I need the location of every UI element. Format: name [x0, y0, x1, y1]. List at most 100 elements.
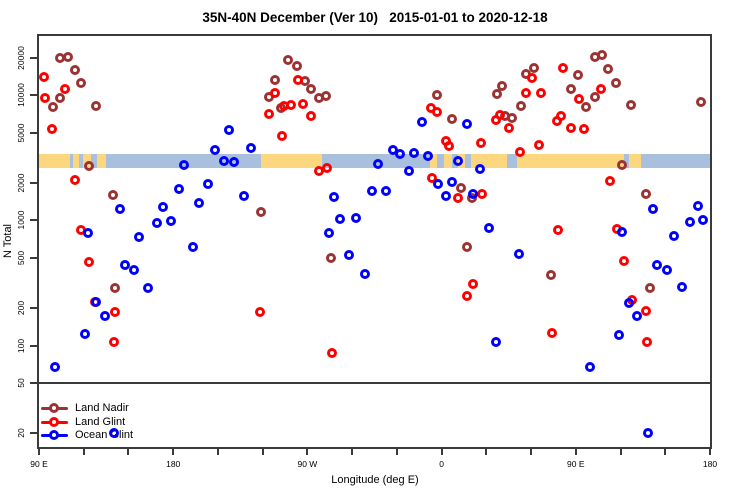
data-point	[453, 193, 464, 204]
data-point	[557, 62, 568, 73]
y-tick-label: 1000	[16, 210, 26, 230]
data-point	[555, 111, 566, 122]
y-tick	[30, 257, 37, 260]
data-point	[693, 201, 704, 212]
data-point	[269, 87, 280, 98]
data-point	[107, 189, 118, 200]
data-point	[595, 83, 606, 94]
data-point	[697, 215, 708, 226]
data-point	[696, 96, 707, 107]
y-tick	[30, 306, 37, 309]
x-axis-title: Longitude (deg E)	[331, 474, 419, 486]
data-point	[394, 148, 405, 159]
data-point	[46, 124, 57, 135]
data-point	[652, 259, 663, 270]
data-point	[552, 225, 563, 236]
x-tick	[664, 449, 667, 455]
data-point	[263, 109, 274, 120]
data-point	[618, 255, 629, 266]
y-tick-label: 20000	[16, 45, 26, 70]
data-point	[578, 124, 589, 134]
data-point	[476, 137, 487, 148]
y-axis-title: N Total	[2, 223, 14, 259]
data-point	[129, 264, 140, 275]
data-point	[238, 191, 249, 202]
x-tick	[485, 449, 488, 455]
data-point	[468, 188, 479, 199]
data-point	[380, 185, 391, 196]
x-tick-label: 180	[166, 459, 181, 469]
data-point	[584, 361, 595, 372]
data-point	[54, 93, 65, 104]
data-point	[643, 428, 654, 439]
data-point	[209, 144, 220, 155]
data-point	[533, 139, 544, 150]
legend-marker-circle-icon	[49, 416, 59, 427]
data-point	[255, 207, 266, 218]
x-tick	[619, 449, 622, 455]
data-point	[514, 248, 525, 259]
data-point	[114, 204, 125, 215]
data-point	[83, 256, 94, 267]
x-tick-label: 90 W	[297, 459, 318, 469]
data-point	[218, 155, 229, 166]
data-point	[174, 184, 185, 195]
data-point	[431, 90, 442, 101]
data-point	[293, 74, 304, 85]
x-tick	[574, 449, 577, 455]
y-tick	[30, 181, 37, 184]
data-point	[432, 178, 443, 189]
reference-line-50	[39, 382, 710, 385]
data-point	[452, 156, 463, 167]
legend-marker-circle-icon	[49, 430, 59, 440]
data-point	[276, 131, 287, 142]
data-point	[291, 60, 302, 71]
data-point	[263, 92, 274, 103]
data-point	[306, 83, 317, 94]
data-point	[461, 291, 472, 302]
x-tick-label: 180	[702, 459, 718, 469]
y-tick-label: 2000	[16, 173, 26, 193]
data-point	[648, 204, 659, 215]
x-tick	[38, 449, 40, 455]
data-point	[645, 282, 656, 293]
land-segment	[96, 153, 106, 169]
data-point	[422, 150, 433, 161]
data-point	[616, 159, 627, 170]
y-tick-label: 500	[16, 251, 26, 266]
data-point	[39, 93, 50, 104]
data-point	[59, 83, 70, 94]
data-point	[254, 306, 265, 317]
data-point	[110, 307, 121, 318]
data-point	[536, 88, 547, 99]
data-point	[516, 101, 527, 112]
data-point	[446, 176, 457, 187]
data-point	[326, 252, 337, 263]
data-point	[49, 361, 60, 372]
x-tick	[261, 449, 264, 455]
data-point	[616, 227, 627, 238]
data-point	[455, 183, 466, 194]
data-point	[440, 191, 451, 202]
data-point	[285, 100, 296, 111]
data-point	[462, 119, 473, 130]
data-point	[602, 63, 613, 74]
data-point	[324, 227, 335, 238]
y-tick	[30, 131, 37, 134]
data-point	[685, 217, 696, 228]
data-point	[306, 111, 317, 122]
data-point	[179, 159, 190, 170]
data-point	[108, 428, 119, 439]
data-point	[108, 336, 119, 347]
data-point	[327, 348, 338, 359]
data-point	[632, 311, 643, 322]
x-tick	[306, 449, 309, 455]
x-tick-label: 90 E	[567, 459, 585, 469]
data-point	[229, 156, 240, 167]
data-point	[491, 336, 502, 347]
data-point	[321, 91, 332, 102]
data-point	[431, 107, 442, 118]
land-segment	[429, 153, 437, 169]
data-point	[83, 160, 94, 171]
